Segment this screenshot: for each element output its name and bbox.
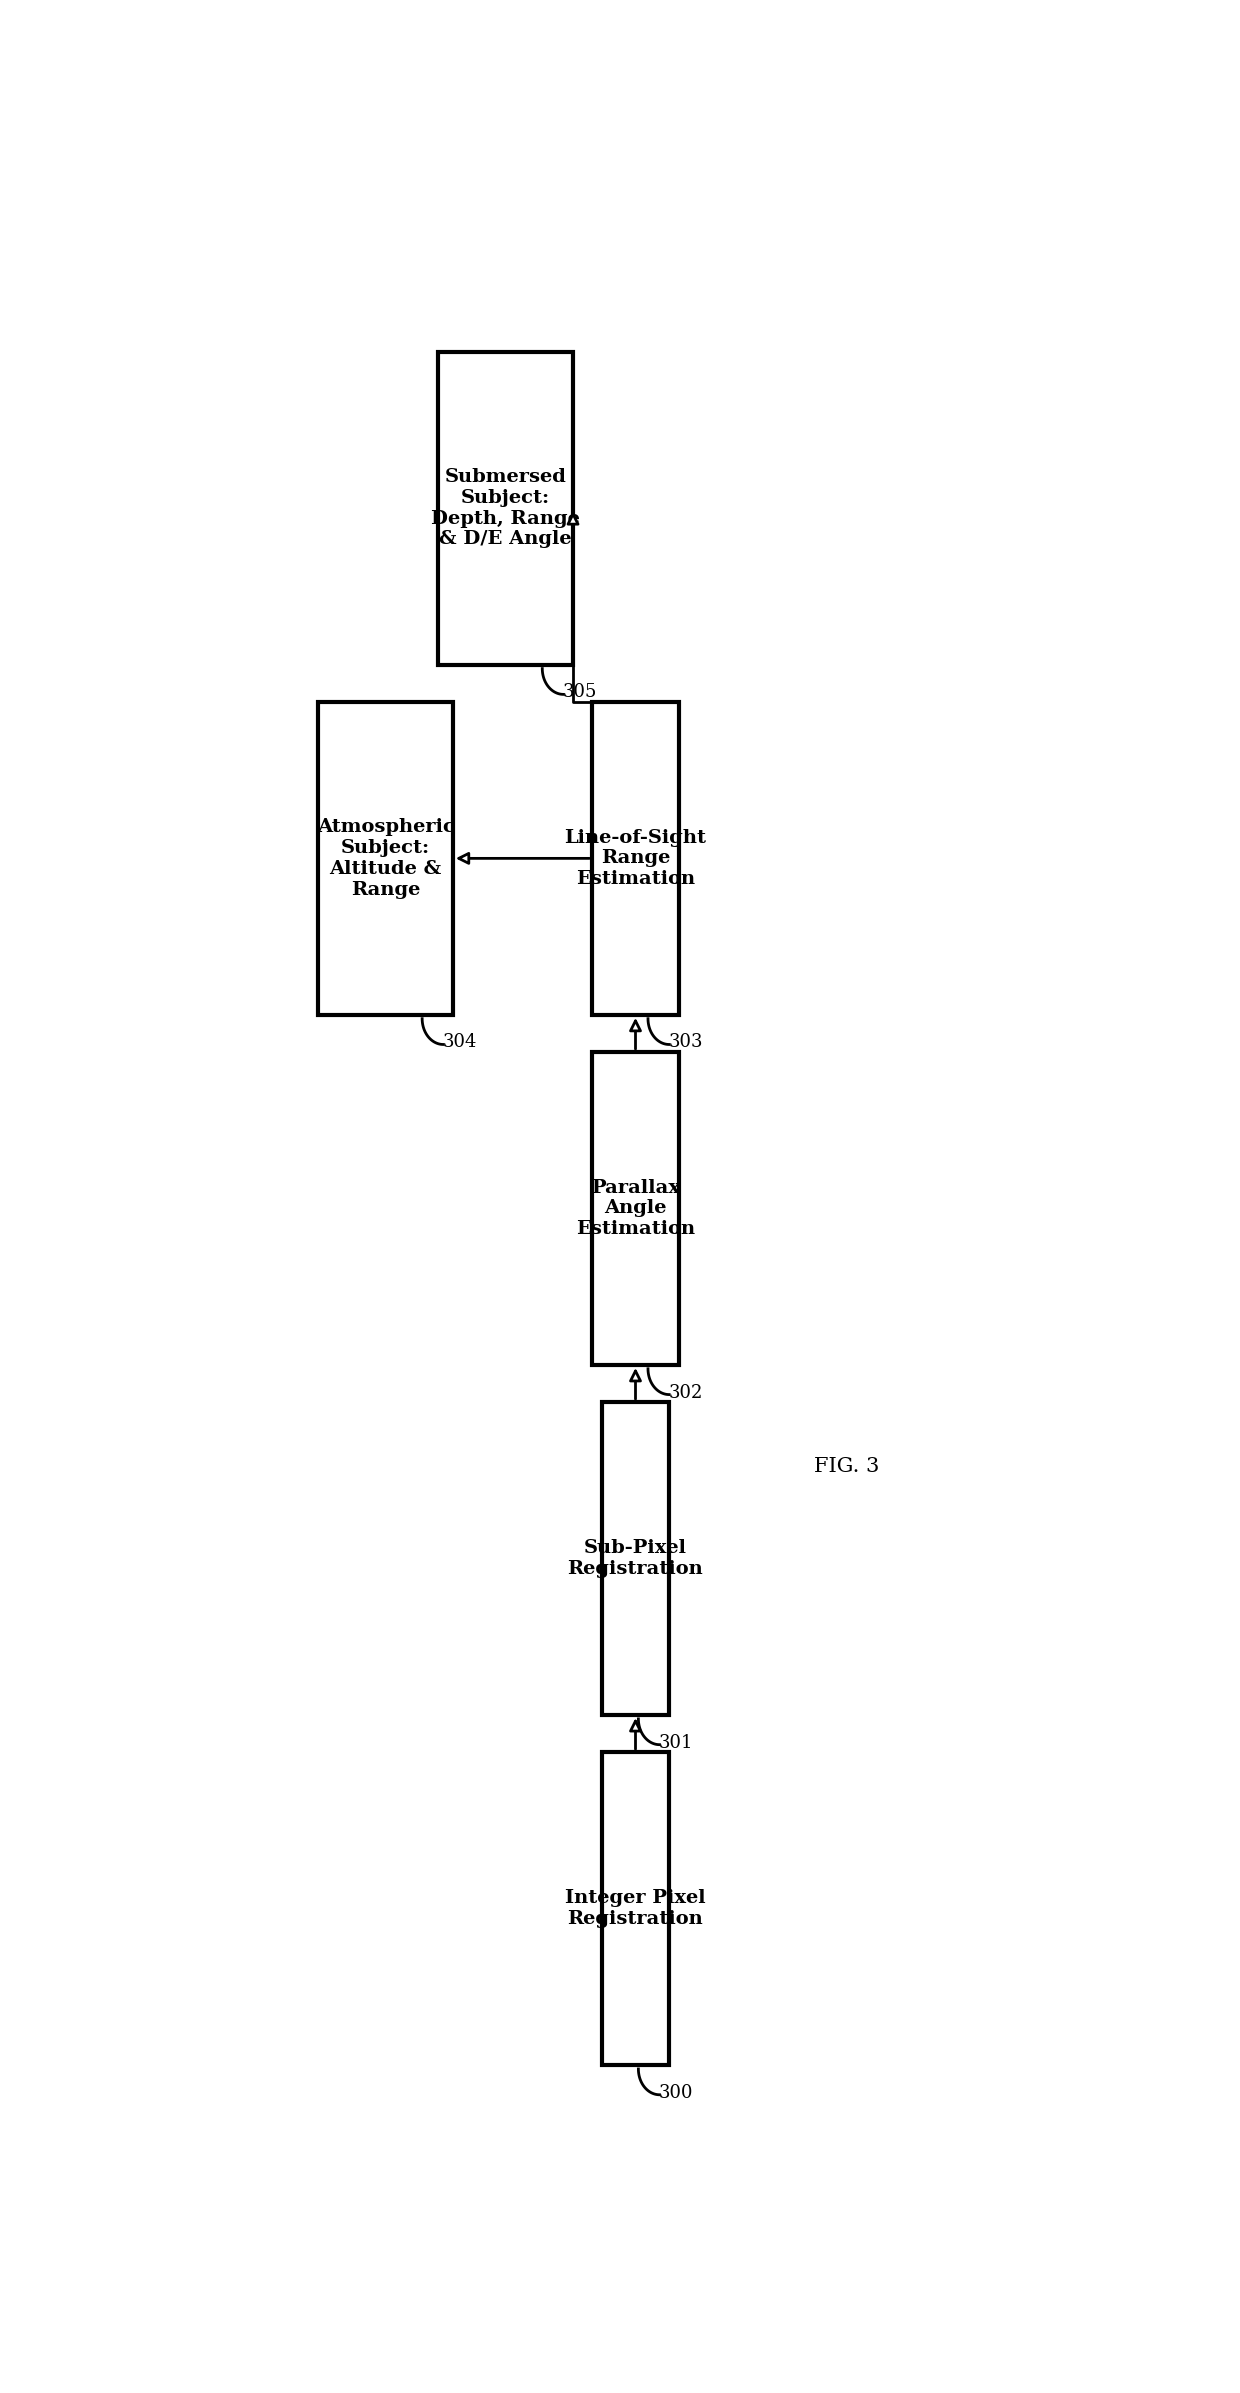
- Text: 305: 305: [563, 684, 598, 701]
- Text: Integer Pixel
Registration: Integer Pixel Registration: [565, 1888, 706, 1929]
- Text: 303: 303: [668, 1034, 703, 1051]
- Text: 304: 304: [443, 1034, 477, 1051]
- FancyBboxPatch shape: [601, 1752, 670, 2065]
- Text: Parallax
Angle
Estimation: Parallax Angle Estimation: [575, 1180, 696, 1237]
- FancyBboxPatch shape: [593, 1053, 678, 1364]
- Text: FIG. 3: FIG. 3: [815, 1457, 879, 1476]
- FancyBboxPatch shape: [439, 352, 573, 665]
- Text: 302: 302: [668, 1383, 703, 1402]
- Text: Atmospheric
Subject:
Altitude &
Range: Atmospheric Subject: Altitude & Range: [316, 818, 455, 897]
- Text: 301: 301: [658, 1733, 693, 1752]
- Text: 300: 300: [658, 2084, 693, 2101]
- Text: Sub-Pixel
Registration: Sub-Pixel Registration: [568, 1539, 703, 1577]
- Text: Line-of-Sight
Range
Estimation: Line-of-Sight Range Estimation: [564, 828, 707, 888]
- FancyBboxPatch shape: [319, 701, 453, 1015]
- FancyBboxPatch shape: [593, 701, 678, 1015]
- FancyBboxPatch shape: [601, 1402, 670, 1716]
- Text: Submersed
Subject:
Depth, Range
& D/E Angle: Submersed Subject: Depth, Range & D/E An…: [432, 469, 580, 548]
